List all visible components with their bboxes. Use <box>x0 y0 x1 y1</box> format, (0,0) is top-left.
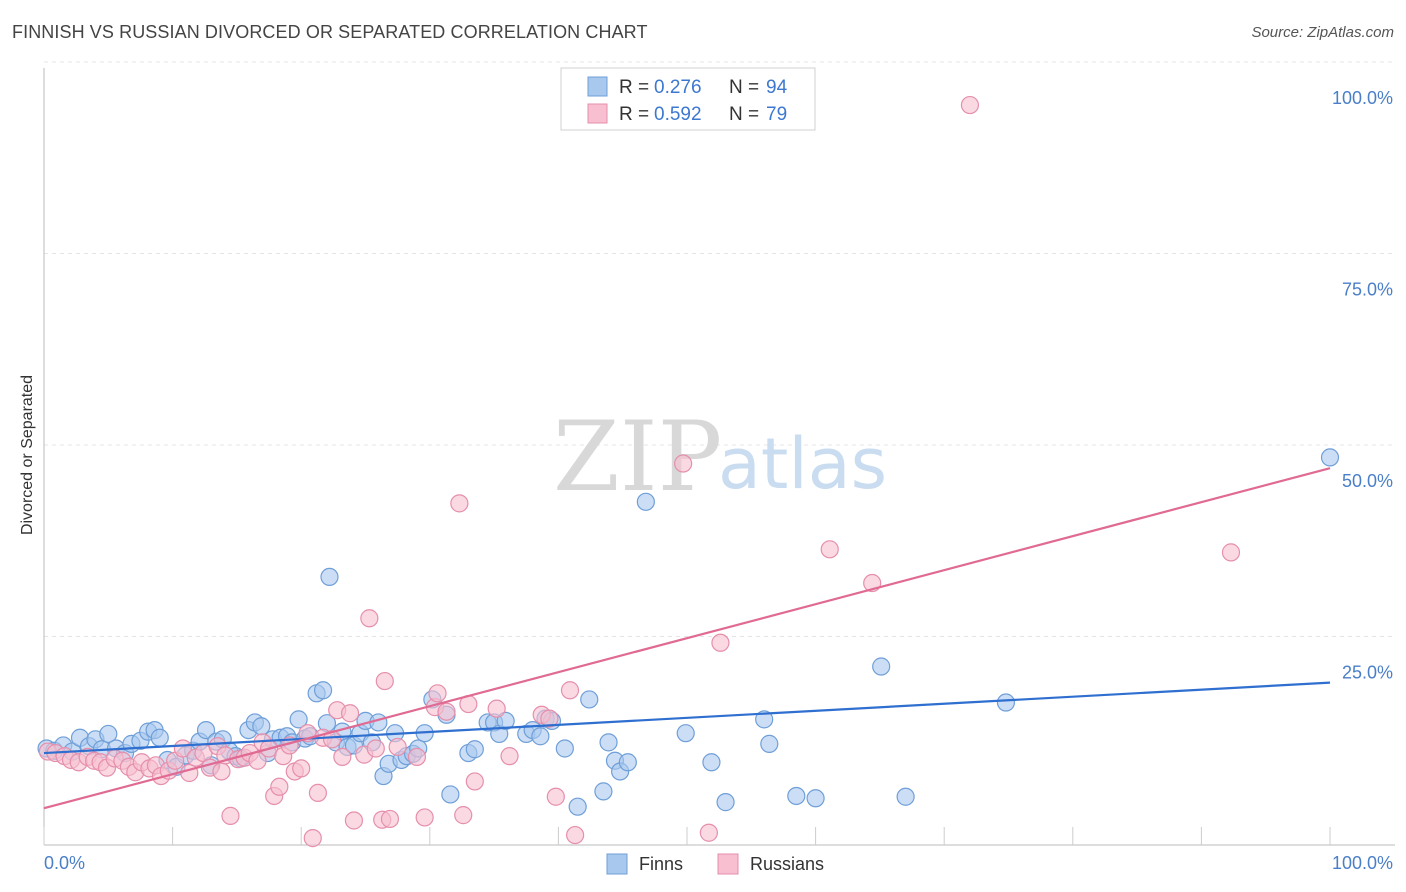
legend-swatch <box>587 103 608 124</box>
legend-n-label: N = <box>729 77 759 98</box>
legend-r-value: 0.276 <box>654 77 702 98</box>
finns-point <box>465 740 484 759</box>
finns-point <box>760 734 779 753</box>
watermark: ZIP atlas <box>553 401 887 513</box>
finns-point <box>594 782 613 801</box>
watermark-atlas: atlas <box>718 423 887 505</box>
finns-point <box>568 797 587 816</box>
bottom-legend-label: Russians <box>750 854 824 874</box>
russians-point <box>546 787 565 806</box>
y-axis-label: Divorced or Separated <box>19 375 36 535</box>
finns-point <box>555 739 574 758</box>
russians-point <box>699 823 718 842</box>
bottom-legend-swatch <box>717 853 739 875</box>
finns-point <box>755 710 774 729</box>
legend-r-label: R = <box>619 77 649 98</box>
finns-point <box>99 724 118 744</box>
russians-point <box>221 806 240 825</box>
bottom-legend-label: Finns <box>639 854 683 874</box>
russians-point <box>340 704 360 723</box>
watermark-zip: ZIP <box>553 401 722 513</box>
finns-point <box>676 724 695 743</box>
legend-r-value: 0.592 <box>654 104 702 125</box>
finns-point <box>702 753 721 772</box>
bottom-legend: Finns Russians <box>606 853 824 875</box>
x-tick-label: 100.0% <box>1332 853 1393 873</box>
russians-point <box>540 709 559 728</box>
y-tick-label: 25.0% <box>1342 663 1393 683</box>
russians-point <box>303 829 322 848</box>
source-label: Source: ZipAtlas.com <box>1251 24 1394 41</box>
finns-point <box>441 785 460 804</box>
russians-point <box>212 762 231 781</box>
finns-point <box>496 711 515 731</box>
russians-point <box>500 747 519 766</box>
bottom-legend-swatch <box>606 853 628 875</box>
finns-point <box>196 720 216 740</box>
finns-point <box>1320 448 1340 467</box>
y-tick-label: 100.0% <box>1332 88 1393 108</box>
legend: R = 0.276 N = 94 R = 0.592 N = 79 <box>560 67 816 131</box>
finns-point <box>896 787 915 806</box>
russians-point <box>1221 543 1241 562</box>
legend-r-label: R = <box>619 104 649 125</box>
axes <box>43 68 1395 846</box>
finns-point <box>289 710 308 729</box>
russians-point <box>344 811 364 830</box>
russians-point <box>375 671 394 691</box>
russians-point <box>360 609 379 628</box>
russians-point <box>366 739 385 758</box>
grid <box>44 61 1395 637</box>
legend-n-value: 94 <box>766 77 788 98</box>
russians-point <box>322 730 342 749</box>
russians-point <box>465 772 484 791</box>
y-tick-label: 50.0% <box>1342 471 1393 491</box>
x-tick-label: 0.0% <box>44 853 85 873</box>
finns-point <box>787 786 806 806</box>
russians-point <box>415 808 434 827</box>
russians-point <box>454 806 473 825</box>
legend-swatch <box>587 76 608 97</box>
finns-point <box>313 681 333 700</box>
russians-point <box>487 699 506 718</box>
finns-trend-line <box>43 681 1331 755</box>
finns-point <box>636 492 655 511</box>
russians-point <box>388 737 407 757</box>
russians-point <box>674 454 693 473</box>
chart-title: FINNISH VS RUSSIAN DIVORCED OR SEPARATED… <box>12 22 648 42</box>
y-tick-label: 75.0% <box>1342 280 1393 300</box>
finns-point <box>531 727 550 746</box>
russians-point <box>820 540 839 559</box>
finns-point <box>872 657 891 676</box>
tick-labels: 100.0% 75.0% 50.0% 25.0% 0.0% 100.0% <box>44 88 1393 873</box>
russians-point <box>333 747 352 767</box>
russians-point <box>450 494 469 513</box>
legend-n-value: 79 <box>766 104 787 125</box>
russians-point <box>560 681 580 700</box>
finns-point <box>599 733 618 752</box>
russians-trend-line <box>43 467 1331 810</box>
russians-point <box>711 633 730 652</box>
russians-point <box>180 763 199 783</box>
finns-point <box>320 567 339 587</box>
russians-point <box>292 759 311 778</box>
finns-point <box>716 793 735 812</box>
russians-point <box>308 783 328 803</box>
trend-lines <box>43 467 1331 810</box>
finns-point <box>580 690 599 709</box>
russians-point <box>407 747 427 767</box>
russians-point <box>380 809 400 829</box>
russians-point <box>960 95 980 115</box>
finns-point <box>618 753 637 772</box>
finns-point <box>150 728 169 747</box>
russians-point <box>566 825 585 845</box>
russians-point <box>270 777 289 796</box>
legend-n-label: N = <box>729 104 759 125</box>
russians-point <box>437 702 456 721</box>
finns-point <box>806 789 825 808</box>
finns-point <box>996 693 1016 712</box>
russians-point <box>428 684 447 703</box>
